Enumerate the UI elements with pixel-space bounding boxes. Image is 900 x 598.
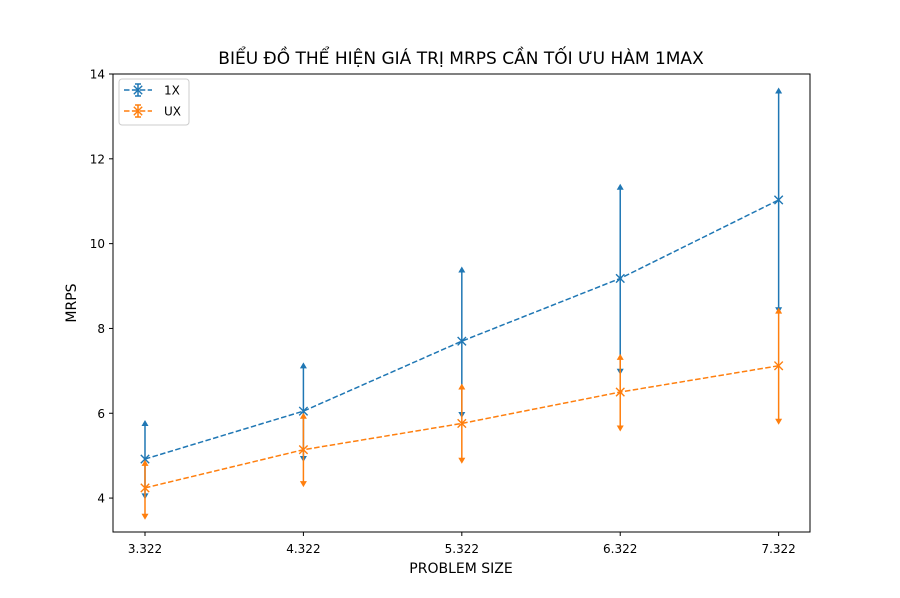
data-point bbox=[773, 361, 784, 371]
plot-area bbox=[140, 87, 784, 520]
series-UX bbox=[140, 307, 784, 520]
x-tick-label: 3.322 bbox=[128, 542, 162, 556]
error-cap-upper bbox=[775, 307, 783, 314]
y-tick-label: 8 bbox=[97, 322, 105, 336]
data-point bbox=[140, 483, 150, 493]
y-tick-label: 12 bbox=[90, 152, 105, 166]
legend: 1X UX bbox=[118, 78, 190, 126]
y-axis-label: MRPS bbox=[64, 283, 80, 322]
error-cap-lower bbox=[299, 481, 307, 488]
error-cap-upper bbox=[141, 420, 149, 427]
x-tick-label: 4.322 bbox=[286, 542, 320, 556]
y-tick-label: 4 bbox=[97, 492, 105, 506]
marker-stroke bbox=[133, 85, 143, 95]
chart-title: BIỂU ĐỒ THỂ HIỆN GIÁ TRỊ MRPS CẦN TỐI ƯU… bbox=[218, 45, 704, 69]
error-cap-upper bbox=[616, 183, 624, 190]
legend-item-1X: 1X bbox=[124, 83, 180, 98]
error-cap-upper bbox=[299, 412, 307, 419]
data-point bbox=[615, 387, 625, 397]
y-axis: 4 6 8 10 12 14 bbox=[90, 68, 113, 506]
error-cap-upper bbox=[458, 266, 466, 273]
legend-label: 1X bbox=[164, 84, 180, 98]
x-tick-label: 5.322 bbox=[445, 542, 479, 556]
marker-stroke bbox=[457, 418, 467, 429]
data-point bbox=[773, 195, 784, 205]
marker-stroke bbox=[615, 387, 625, 397]
y-tick-label: 6 bbox=[97, 407, 105, 421]
x-axis-label: PROBLEM SIZE bbox=[409, 561, 512, 577]
data-point bbox=[457, 418, 467, 429]
error-cap-lower bbox=[458, 457, 466, 464]
legend-marker bbox=[133, 85, 143, 95]
marker-stroke bbox=[773, 361, 784, 371]
error-cap-upper bbox=[141, 459, 149, 466]
error-cap-lower bbox=[616, 425, 624, 432]
data-point bbox=[298, 406, 309, 416]
y-tick-label: 14 bbox=[90, 68, 105, 82]
y-tick-label: 10 bbox=[90, 237, 105, 251]
marker-stroke bbox=[133, 106, 143, 116]
legend-item-UX: UX bbox=[124, 104, 181, 119]
error-cap-upper bbox=[775, 87, 783, 94]
marker-stroke bbox=[140, 454, 150, 464]
error-cap-upper bbox=[616, 353, 624, 360]
marker-stroke bbox=[298, 445, 309, 455]
error-cap-lower bbox=[141, 513, 149, 520]
error-cap-upper bbox=[299, 362, 307, 369]
marker-stroke bbox=[615, 273, 625, 284]
legend-marker bbox=[133, 106, 143, 116]
marker-stroke bbox=[457, 336, 467, 346]
marker-stroke bbox=[298, 406, 309, 416]
data-point bbox=[457, 336, 467, 346]
data-point bbox=[615, 273, 625, 284]
legend-label: UX bbox=[164, 105, 181, 119]
series-line bbox=[144, 365, 779, 489]
x-tick-label: 7.322 bbox=[761, 542, 795, 556]
data-point bbox=[140, 454, 150, 464]
error-cap-lower bbox=[775, 418, 783, 425]
data-point bbox=[298, 445, 309, 455]
marker-stroke bbox=[773, 195, 784, 205]
marker-stroke bbox=[140, 483, 150, 493]
x-tick-label: 6.322 bbox=[603, 542, 637, 556]
error-cap-upper bbox=[458, 383, 466, 390]
x-axis: 3.322 4.322 5.322 6.322 7.322 bbox=[128, 532, 796, 556]
